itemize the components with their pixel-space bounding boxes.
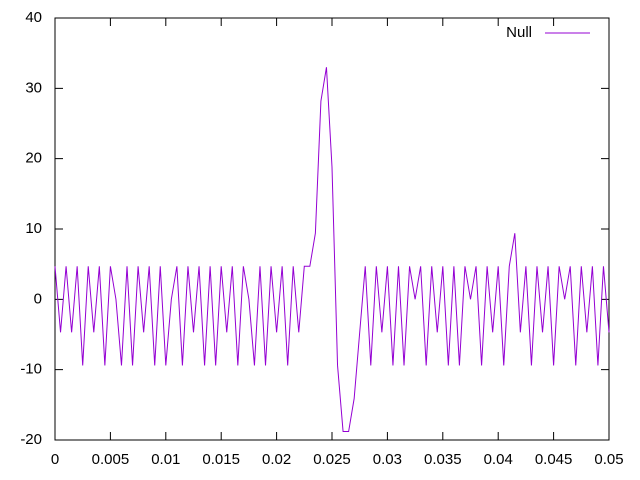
plot-border	[54, 17, 610, 441]
y-tick-label: 20	[25, 150, 42, 167]
y-tick-label: 10	[25, 220, 42, 237]
y-tick-label: -10	[20, 361, 42, 378]
x-tick-label: 0.05	[594, 451, 623, 468]
x-tick-label: 0.03	[373, 451, 402, 468]
x-tick-label: 0.01	[151, 451, 180, 468]
legend-label: Null	[506, 24, 532, 41]
x-tick-label: 0	[51, 451, 59, 468]
y-tick-label: 40	[25, 9, 42, 26]
y-tick-label: 30	[25, 79, 42, 96]
x-tick-label: 0.045	[535, 451, 573, 468]
x-tick-label: 0.02	[262, 451, 291, 468]
x-tick-label: 0.015	[202, 451, 240, 468]
x-tick-label: 0.005	[92, 451, 130, 468]
y-tick-label: 0	[34, 290, 42, 307]
x-tick-label: 0.04	[484, 451, 513, 468]
data-line	[54, 67, 610, 433]
y-tick-label: -20	[20, 431, 42, 448]
x-tick-label: 0.025	[313, 451, 351, 468]
x-tick-label: 0.035	[424, 451, 462, 468]
